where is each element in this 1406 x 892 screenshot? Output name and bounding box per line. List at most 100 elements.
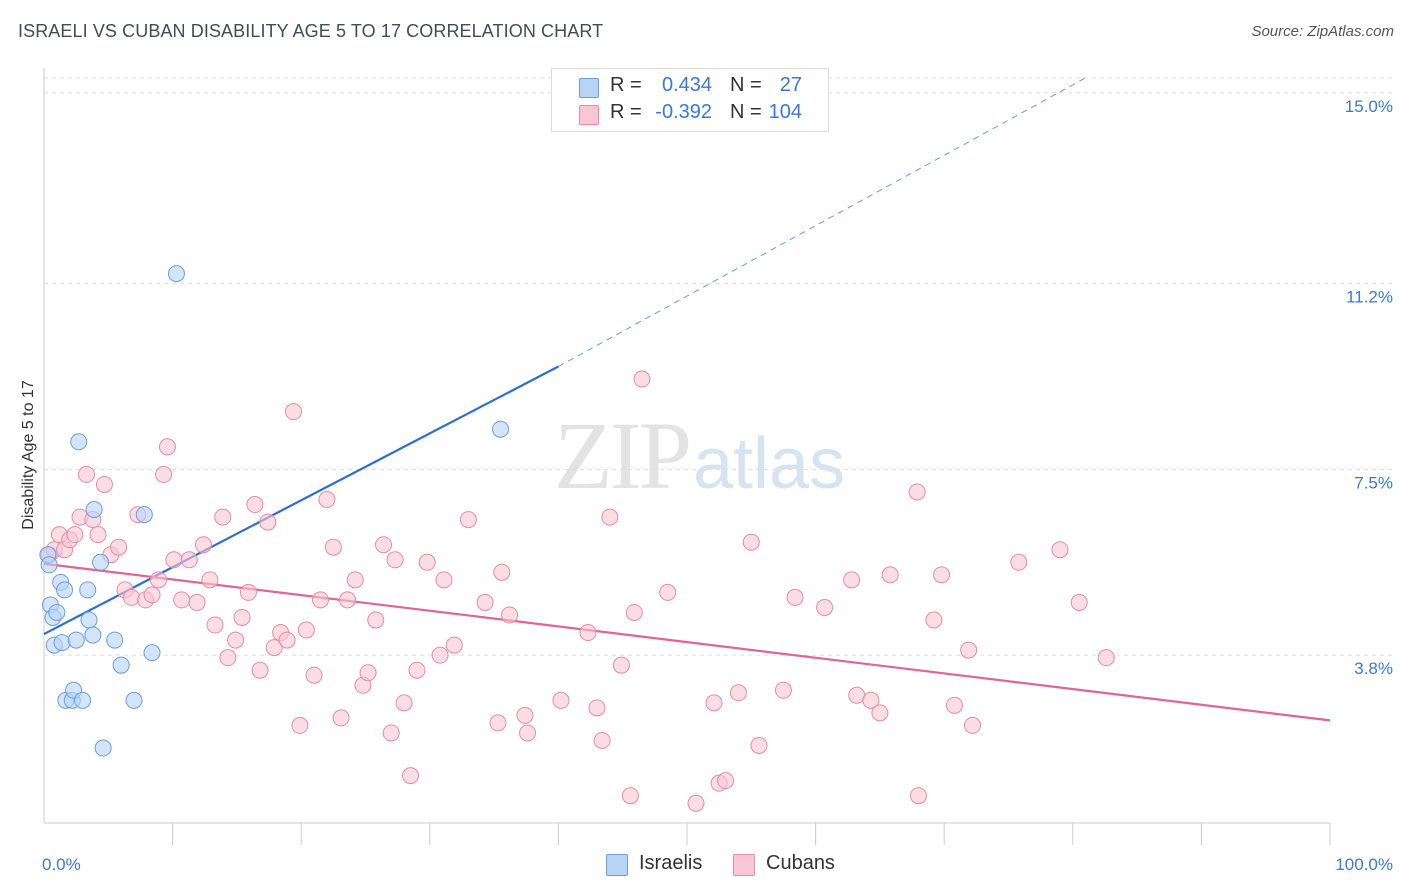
data-point	[122, 588, 140, 606]
data-point	[143, 586, 161, 604]
data-point	[960, 641, 978, 659]
israelis-trend-extension	[558, 77, 1086, 367]
data-point	[729, 684, 747, 702]
data-point	[332, 709, 350, 727]
grid-lines	[44, 77, 1392, 656]
data-point	[786, 588, 804, 606]
data-point	[501, 606, 519, 624]
axes	[43, 68, 1331, 845]
cubans-points	[40, 370, 1115, 812]
legend-n-label: N =	[730, 101, 762, 123]
data-point	[180, 551, 198, 569]
data-points	[39, 265, 1115, 812]
data-point	[625, 603, 643, 621]
data-point	[214, 508, 232, 526]
data-point	[386, 551, 404, 569]
data-point	[85, 501, 103, 519]
data-point	[201, 571, 219, 589]
israelis-swatch	[579, 78, 599, 98]
data-point	[862, 691, 880, 709]
legend-israelis-swatch	[606, 854, 628, 876]
chart-title: ISRAELI VS CUBAN DISABILITY AGE 5 TO 17 …	[18, 21, 604, 41]
data-point	[125, 691, 143, 709]
data-point	[881, 566, 899, 584]
data-point	[492, 420, 510, 438]
data-point	[188, 593, 206, 611]
data-point	[367, 611, 385, 629]
data-point	[167, 265, 185, 283]
data-point	[297, 621, 315, 639]
data-point	[418, 553, 436, 571]
data-point	[742, 533, 760, 551]
legend-n-value-cubans: 104	[768, 101, 802, 123]
legend-row-cubans: R = -0.392 N = 104	[552, 101, 828, 127]
data-point	[1070, 593, 1088, 611]
data-point	[687, 794, 705, 812]
y-axis-title: Disability Age 5 to 17	[20, 380, 37, 530]
data-point	[717, 772, 735, 790]
data-point	[110, 538, 128, 556]
data-point	[80, 611, 98, 629]
data-point	[206, 616, 224, 634]
data-point	[233, 608, 251, 626]
data-point	[143, 644, 161, 662]
data-point	[493, 563, 511, 581]
data-point	[579, 624, 597, 642]
data-point	[324, 538, 342, 556]
data-point	[519, 724, 537, 742]
data-point	[816, 598, 834, 616]
data-point	[259, 513, 277, 531]
series-legend: Israelis Cubans	[0, 852, 1406, 876]
data-point	[40, 556, 58, 574]
y-tick-label: 11.2%	[1346, 288, 1393, 307]
legend-r-value-cubans: -0.392	[655, 101, 712, 123]
data-point	[149, 571, 167, 589]
data-point	[67, 631, 85, 649]
legend-cubans-label: Cubans	[766, 852, 835, 874]
data-point	[318, 491, 336, 509]
data-point	[155, 465, 173, 483]
data-point	[945, 696, 963, 714]
data-point	[239, 583, 257, 601]
data-point	[933, 566, 951, 584]
data-point	[908, 483, 926, 501]
data-point	[925, 611, 943, 629]
data-point	[77, 465, 95, 483]
data-point	[659, 583, 677, 601]
data-point	[909, 787, 927, 805]
source-credit: Source: ZipAtlas.com	[1251, 23, 1394, 40]
x-tick-label: 0.0%	[42, 855, 81, 874]
data-point	[601, 508, 619, 526]
data-point	[435, 571, 453, 589]
data-point	[53, 634, 71, 652]
legend-n-label: N =	[730, 74, 762, 96]
data-point	[1097, 649, 1115, 667]
data-point	[588, 699, 606, 717]
data-point	[431, 646, 449, 664]
data-point	[346, 571, 364, 589]
cubans-swatch	[579, 105, 599, 125]
data-point	[402, 767, 420, 785]
data-point	[408, 661, 426, 679]
data-point	[1010, 553, 1028, 571]
data-point	[750, 737, 768, 754]
data-point	[305, 666, 323, 684]
y-tick-label: 15.0%	[1345, 97, 1393, 116]
data-point	[165, 551, 183, 569]
data-point	[459, 511, 477, 529]
tick-labels: 3.8% 7.5% 11.2% 15.0% 0.0% 100.0% Disability A…	[20, 97, 1393, 874]
data-point	[135, 506, 153, 524]
data-point	[359, 664, 377, 682]
correlation-legend: R = 0.434 N = 27 R = -0.392 N = 104	[551, 68, 829, 132]
data-point	[871, 704, 889, 722]
legend-n-value-israelis: 27	[779, 74, 802, 96]
data-point	[194, 536, 212, 554]
data-point	[489, 714, 507, 732]
data-point	[284, 403, 302, 421]
legend-row-israelis: R = 0.434 N = 27	[552, 74, 828, 100]
y-tick-label: 7.5%	[1354, 473, 1393, 492]
data-point	[843, 571, 861, 589]
cubans-trend-line	[43, 562, 1331, 722]
data-point	[219, 649, 237, 667]
